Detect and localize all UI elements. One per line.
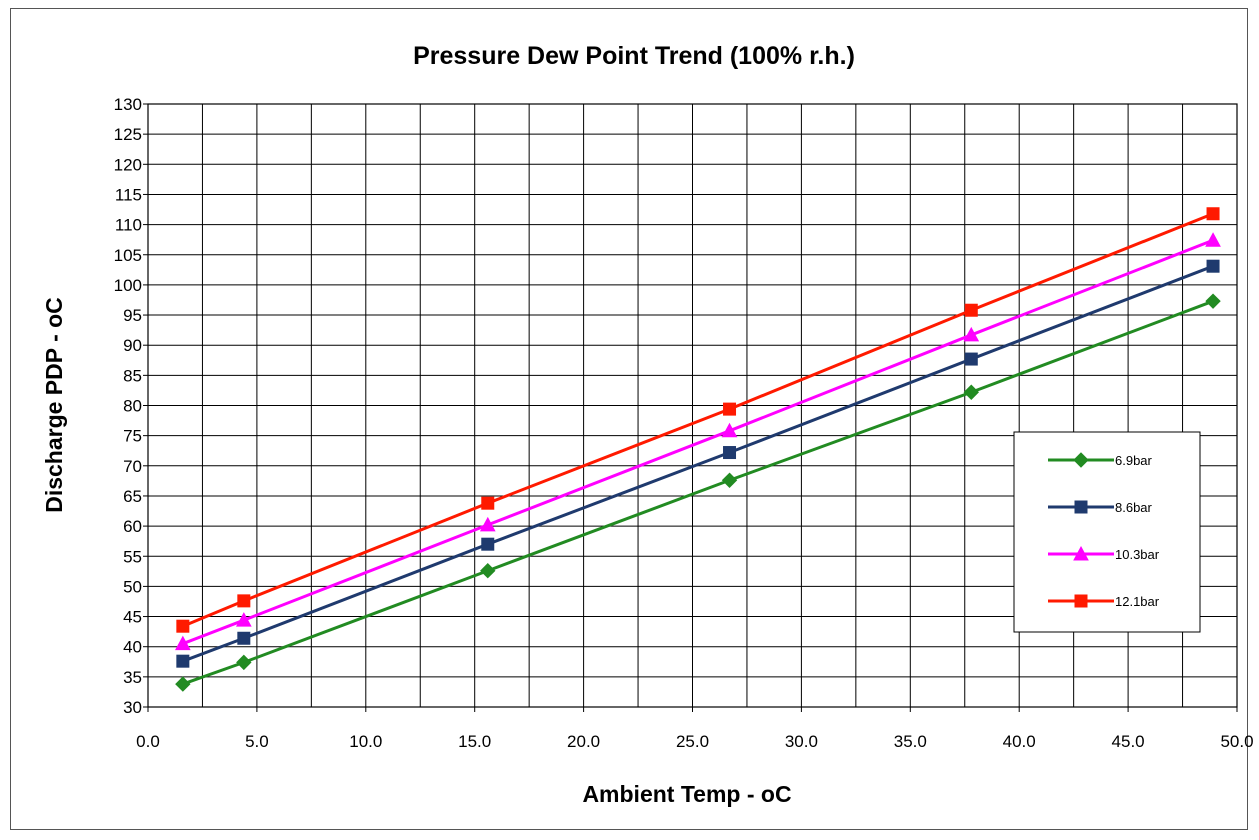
data-point: [963, 326, 980, 342]
x-tick-labels: 0.0 5.0 10.0 15.0 20.0 25.0 30.0 35.0 40.0 45.0 50…: [136, 707, 1254, 751]
data-point: [175, 676, 191, 692]
data-point: [236, 654, 252, 671]
data-point: [723, 446, 737, 460]
data-point: [176, 619, 190, 633]
data-point: [480, 563, 496, 579]
data-point: [963, 384, 979, 400]
data-point: [721, 422, 738, 438]
data-point: [481, 496, 495, 510]
y-tick-label: 85: [123, 366, 142, 385]
y-tick-label: 40: [123, 638, 142, 657]
y-tick-label: 90: [123, 336, 142, 355]
x-tick-label: 45.0: [1112, 732, 1145, 751]
x-tick-label: 50.0: [1220, 732, 1253, 751]
legend-swatch-marker: [1073, 452, 1089, 468]
y-tick-label: 75: [123, 427, 142, 446]
legend-label: 6.9bar: [1115, 453, 1153, 468]
y-axis-label: Discharge PDP - oC: [41, 297, 67, 513]
data-point: [175, 635, 191, 651]
legend-item: 12.1bar: [1048, 594, 1160, 609]
series-layer: [175, 207, 1221, 692]
x-tick-label: 25.0: [676, 732, 709, 751]
x-tick-label: 5.0: [245, 732, 269, 751]
series-10.3bar: [175, 232, 1221, 651]
legend-label: 10.3bar: [1115, 547, 1160, 562]
series-line: [182, 238, 1214, 646]
series-6.9bar: [175, 293, 1221, 692]
y-tick-label: 80: [123, 397, 142, 416]
x-tick-label: 30.0: [785, 732, 818, 751]
y-tick-label: 60: [123, 517, 142, 536]
data-point: [235, 612, 252, 627]
data-point: [721, 472, 738, 488]
y-tick-label: 110: [115, 216, 142, 235]
series-line: [182, 212, 1214, 628]
y-tick-label: 130: [114, 95, 142, 114]
x-tick-label: 15.0: [458, 732, 491, 751]
y-tick-label: 70: [123, 457, 142, 476]
y-tick-label: 95: [123, 306, 142, 325]
series-8.6bar: [176, 259, 1220, 668]
y-tick-label: 100: [114, 276, 142, 295]
y-tick-label: 115: [115, 185, 142, 204]
legend-box: [1013, 431, 1201, 633]
x-tick-label: 40.0: [1003, 732, 1036, 751]
y-tick-label: 50: [123, 577, 142, 596]
y-tick-label: 105: [114, 246, 142, 265]
chart-title: Pressure Dew Point Trend (100% r.h.): [413, 42, 855, 70]
y-tick-labels: 30 35 40 45 50 55 60 65 70 75 80 85 90 95 100 105 110 115…: [114, 95, 148, 717]
data-point: [237, 631, 251, 645]
legend-label: 12.1bar: [1115, 594, 1160, 609]
x-tick-label: 35.0: [894, 732, 927, 751]
data-point: [176, 654, 190, 668]
legend-swatch-marker: [1073, 545, 1089, 561]
series-line: [182, 299, 1214, 686]
x-tick-label: 20.0: [567, 732, 600, 751]
legend-swatch-marker: [1074, 594, 1088, 608]
series-line: [182, 264, 1214, 663]
data-point: [1206, 259, 1220, 273]
data-point: [1205, 293, 1221, 309]
legend: 6.9bar 8.6bar 10.3bar 12.1bar: [1013, 431, 1201, 633]
x-tick-label: 10.0: [349, 732, 382, 751]
data-point: [237, 594, 251, 608]
legend-item: 6.9bar: [1048, 452, 1153, 468]
legend-label: 8.6bar: [1115, 500, 1153, 515]
y-tick-label: 65: [123, 487, 142, 506]
data-point: [1205, 232, 1221, 247]
y-tick-label: 30: [123, 698, 142, 717]
data-point: [723, 402, 737, 416]
y-tick-label: 35: [123, 668, 142, 687]
data-point: [1206, 207, 1220, 221]
series-12.1bar: [176, 207, 1220, 633]
data-point: [964, 303, 978, 317]
y-tick-label: 55: [123, 547, 142, 566]
legend-swatch-marker: [1074, 500, 1088, 514]
x-tick-label: 0.0: [136, 732, 160, 751]
y-tick-label: 45: [123, 608, 142, 627]
data-point: [479, 516, 496, 532]
legend-item: 10.3bar: [1048, 545, 1160, 562]
data-point: [964, 352, 978, 366]
y-tick-label: 125: [114, 125, 142, 144]
x-axis-label: Ambient Temp - oC: [582, 781, 791, 807]
legend-item: 8.6bar: [1048, 500, 1153, 515]
data-point: [481, 537, 495, 551]
y-tick-label: 120: [114, 155, 142, 174]
